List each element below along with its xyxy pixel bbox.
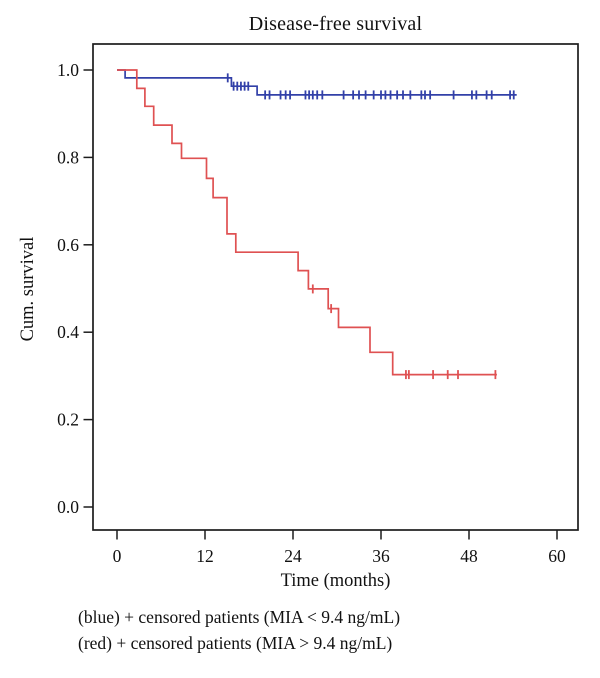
legend-caption-blue: (blue) + censored patients (MIA < 9.4 ng… bbox=[78, 607, 401, 627]
y-tick-label: 1.0 bbox=[57, 60, 79, 80]
x-tick-label: 60 bbox=[548, 546, 566, 566]
survival-curve-blue bbox=[117, 69, 517, 96]
y-tick-label: 0.6 bbox=[57, 235, 79, 255]
chart-title: Disease-free survival bbox=[248, 13, 423, 35]
legend-caption-red: (red) + censored patients (MIA > 9.4 ng/… bbox=[78, 633, 393, 653]
survival-curve-red bbox=[117, 69, 497, 376]
x-tick-label: 24 bbox=[284, 546, 302, 566]
legend-caption: (blue) + censored patients (MIA < 9.4 ng… bbox=[78, 604, 400, 656]
x-tick-label: 36 bbox=[372, 546, 390, 566]
x-tick-label: 48 bbox=[460, 546, 478, 566]
y-axis-label: Cum. survival bbox=[18, 236, 38, 342]
x-axis-label: Time (months) bbox=[280, 571, 391, 591]
x-tick-label: 0 bbox=[113, 546, 122, 566]
x-tick-label: 12 bbox=[196, 546, 214, 566]
y-tick-label: 0.4 bbox=[57, 322, 79, 342]
plot-border bbox=[92, 43, 579, 531]
y-tick-label: 0.0 bbox=[57, 497, 79, 517]
y-tick-label: 0.8 bbox=[57, 147, 79, 167]
y-tick-label: 0.2 bbox=[57, 410, 79, 430]
